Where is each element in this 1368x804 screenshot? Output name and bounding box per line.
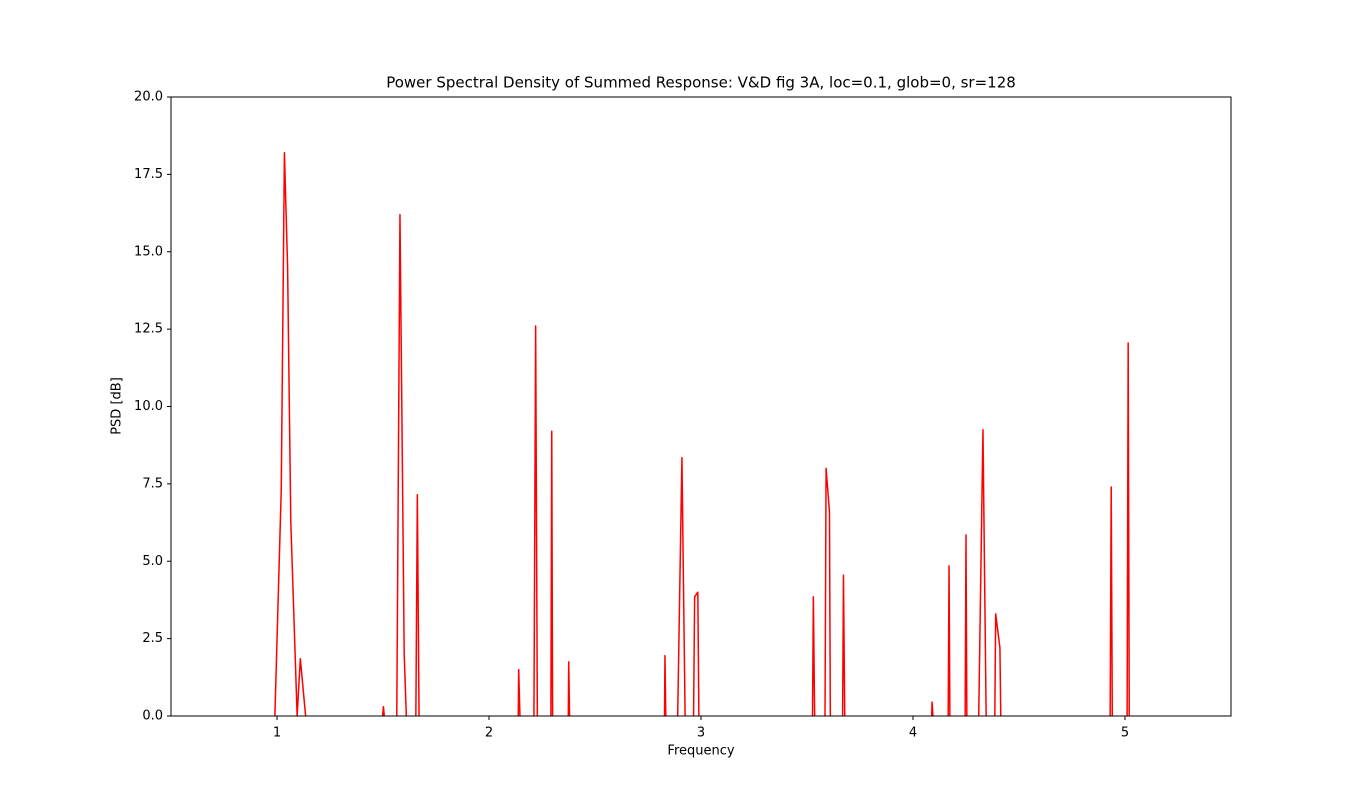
y-tick-label: 10.0	[134, 399, 163, 414]
y-tick-label: 7.5	[142, 476, 163, 491]
y-tick-label: 2.5	[142, 631, 163, 646]
x-axis-label: Frequency	[667, 744, 734, 759]
y-tick-label: 0.0	[142, 709, 163, 724]
x-tick-label: 5	[1121, 726, 1129, 741]
y-tick-label: 15.0	[134, 244, 163, 259]
y-tick-label: 20.0	[134, 90, 163, 105]
x-tick-label: 2	[485, 726, 493, 741]
plot-frame	[170, 96, 1232, 717]
y-axis-label: PSD [dB]	[110, 377, 125, 435]
psd-line	[274, 151, 1130, 717]
x-tick-label: 3	[697, 726, 705, 741]
y-tick-label: 12.5	[134, 322, 163, 337]
x-tick-label: 4	[909, 726, 917, 741]
chart-title: Power Spectral Density of Summed Respons…	[386, 74, 1016, 92]
x-tick-label: 1	[273, 726, 281, 741]
y-tick-label: 17.5	[134, 167, 163, 182]
y-tick-label: 5.0	[142, 554, 163, 569]
